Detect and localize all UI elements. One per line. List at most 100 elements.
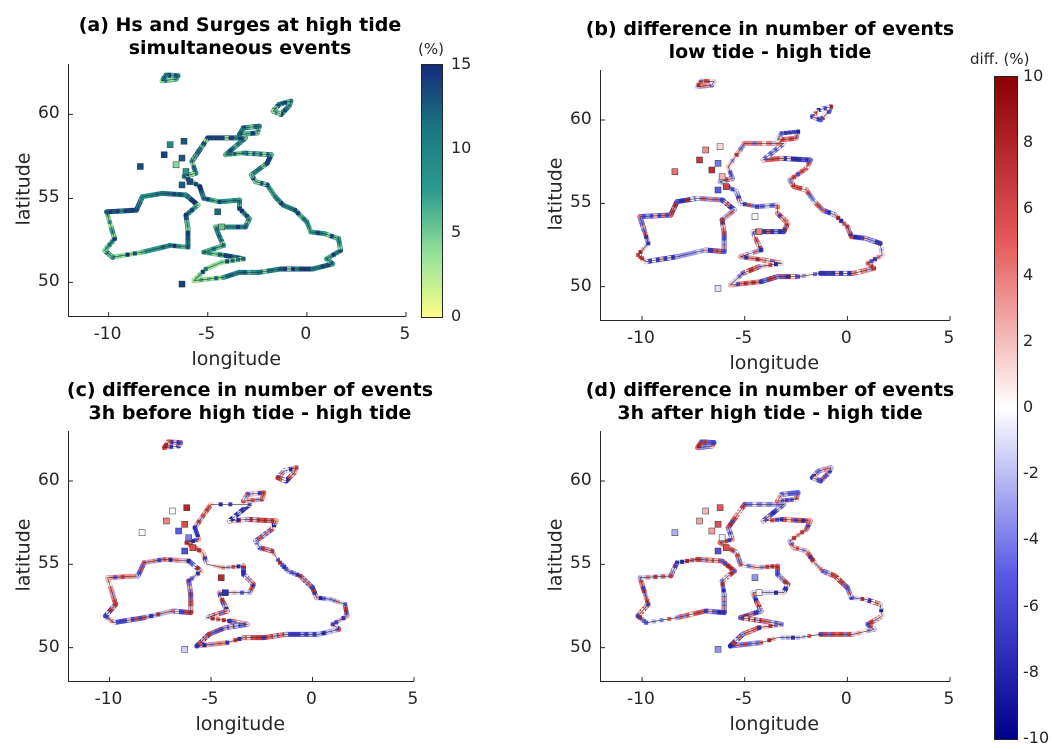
panel-a-colorbar-tick: 15: [451, 54, 472, 73]
shared-colorbar-tick: 10: [1023, 66, 1044, 85]
y-axis-label: latitude: [11, 518, 34, 592]
coastline-outline: [637, 559, 735, 623]
panel-d-title: (d) difference in number of events 3h af…: [585, 379, 955, 424]
shared-colorbar-tick: 8: [1023, 132, 1034, 152]
panel-a-colorbar-tick: 10: [451, 138, 472, 157]
island-point: [160, 151, 168, 158]
island-point: [702, 146, 709, 154]
y-tick-label: 55: [38, 553, 60, 574]
y-tick-label: 60: [570, 109, 592, 129]
island-point: [186, 178, 194, 185]
panel-c-axes: [68, 431, 415, 682]
coastline-outline: [243, 492, 265, 502]
island-point: [671, 168, 679, 175]
x-tick-label: -5: [198, 324, 216, 344]
y-tick-label: 50: [570, 275, 592, 296]
island-point: [189, 544, 197, 551]
map-plot-1: [601, 78, 951, 320]
coastline-outline: [777, 492, 799, 502]
y-tick-label: 55: [570, 192, 592, 213]
x-tick-label: 5: [943, 689, 955, 709]
panel-c-title: (c) difference in number of events 3h be…: [66, 379, 434, 424]
shared-colorbar-tick: 6: [1023, 198, 1034, 218]
panel-a-colorbar-tick: 5: [451, 222, 462, 241]
shared-colorbar-tick: -4: [1023, 529, 1039, 549]
island-point: [181, 547, 188, 555]
island-point: [708, 527, 716, 535]
island-point: [714, 547, 722, 555]
y-axis-label: latitude: [11, 152, 34, 226]
y-tick-label: 55: [38, 187, 60, 208]
coastline-outline: [161, 74, 179, 82]
island-point: [172, 161, 180, 169]
x-tick-label: -5: [735, 689, 753, 709]
coastline-outline: [104, 193, 199, 258]
island-point: [163, 517, 170, 525]
island-point: [755, 589, 763, 596]
island-point: [714, 186, 722, 194]
panel-a-colorbar-label: (%): [418, 40, 444, 58]
island-point: [214, 208, 221, 216]
coastline-outline: [811, 467, 832, 482]
island-point: [180, 138, 188, 145]
island-point: [708, 166, 716, 174]
x-tick-label: -10: [627, 328, 655, 348]
island-point: [137, 163, 144, 170]
coastline-outline: [239, 125, 260, 135]
shared-colorbar-tick: -10: [1023, 728, 1050, 747]
island-point: [718, 173, 726, 180]
coastline-outline: [277, 467, 297, 482]
panel-a-axes: [68, 64, 407, 317]
x-axis-label: longitude: [729, 713, 820, 735]
x-tick-label: 0: [306, 689, 317, 709]
shared-colorbar-tick: 0: [1023, 397, 1034, 416]
panel-b-axes: [600, 70, 951, 321]
x-axis-label: longitude: [729, 352, 820, 374]
panel-b-title: (b) difference in number of events low t…: [585, 18, 955, 63]
island-point: [755, 228, 763, 235]
shared-colorbar: [994, 76, 1018, 740]
x-tick-label: 5: [943, 328, 955, 348]
x-tick-label: -10: [627, 689, 655, 709]
island-point: [178, 181, 186, 189]
island-point: [185, 534, 192, 541]
x-tick-label: -5: [201, 689, 219, 709]
shared-colorbar-tick: -2: [1023, 463, 1039, 483]
panel-a-title: (a) Hs and Surges at high tide simultane…: [78, 14, 402, 59]
coastline-outline: [719, 504, 883, 647]
coastline-outline: [697, 441, 715, 448]
shared-colorbar-tick: -6: [1023, 595, 1039, 615]
coastline-outline: [183, 137, 341, 282]
y-tick-label: 60: [38, 470, 60, 490]
island-point: [166, 141, 174, 148]
y-tick-label: 55: [570, 553, 592, 574]
island-point: [718, 534, 726, 541]
x-tick-label: -5: [735, 328, 753, 348]
y-axis-label: latitude: [543, 518, 566, 592]
coastline-outline: [637, 198, 735, 262]
shared-colorbar-tick: -8: [1023, 661, 1039, 681]
x-axis-label: longitude: [191, 348, 282, 370]
island-point: [175, 527, 182, 535]
island-point: [182, 168, 190, 175]
panel-a-colorbar: [421, 64, 443, 318]
island-point: [714, 521, 722, 528]
island-point: [751, 574, 759, 581]
y-tick-label: 60: [38, 103, 60, 124]
island-point: [722, 183, 730, 190]
x-tick-label: 0: [840, 328, 852, 348]
island-point: [222, 589, 229, 596]
x-tick-label: 5: [407, 689, 419, 709]
island-point: [181, 521, 188, 528]
island-point: [696, 517, 703, 525]
map-plot-0: [69, 72, 407, 316]
coastline-outline: [185, 504, 348, 647]
island-point: [702, 507, 709, 515]
coastline-outline: [697, 80, 715, 87]
island-point: [722, 544, 730, 551]
coastline-outline: [164, 441, 182, 448]
y-tick-label: 50: [570, 636, 592, 657]
island-point: [217, 574, 225, 581]
x-tick-label: -10: [94, 689, 123, 709]
island-point: [178, 280, 186, 288]
